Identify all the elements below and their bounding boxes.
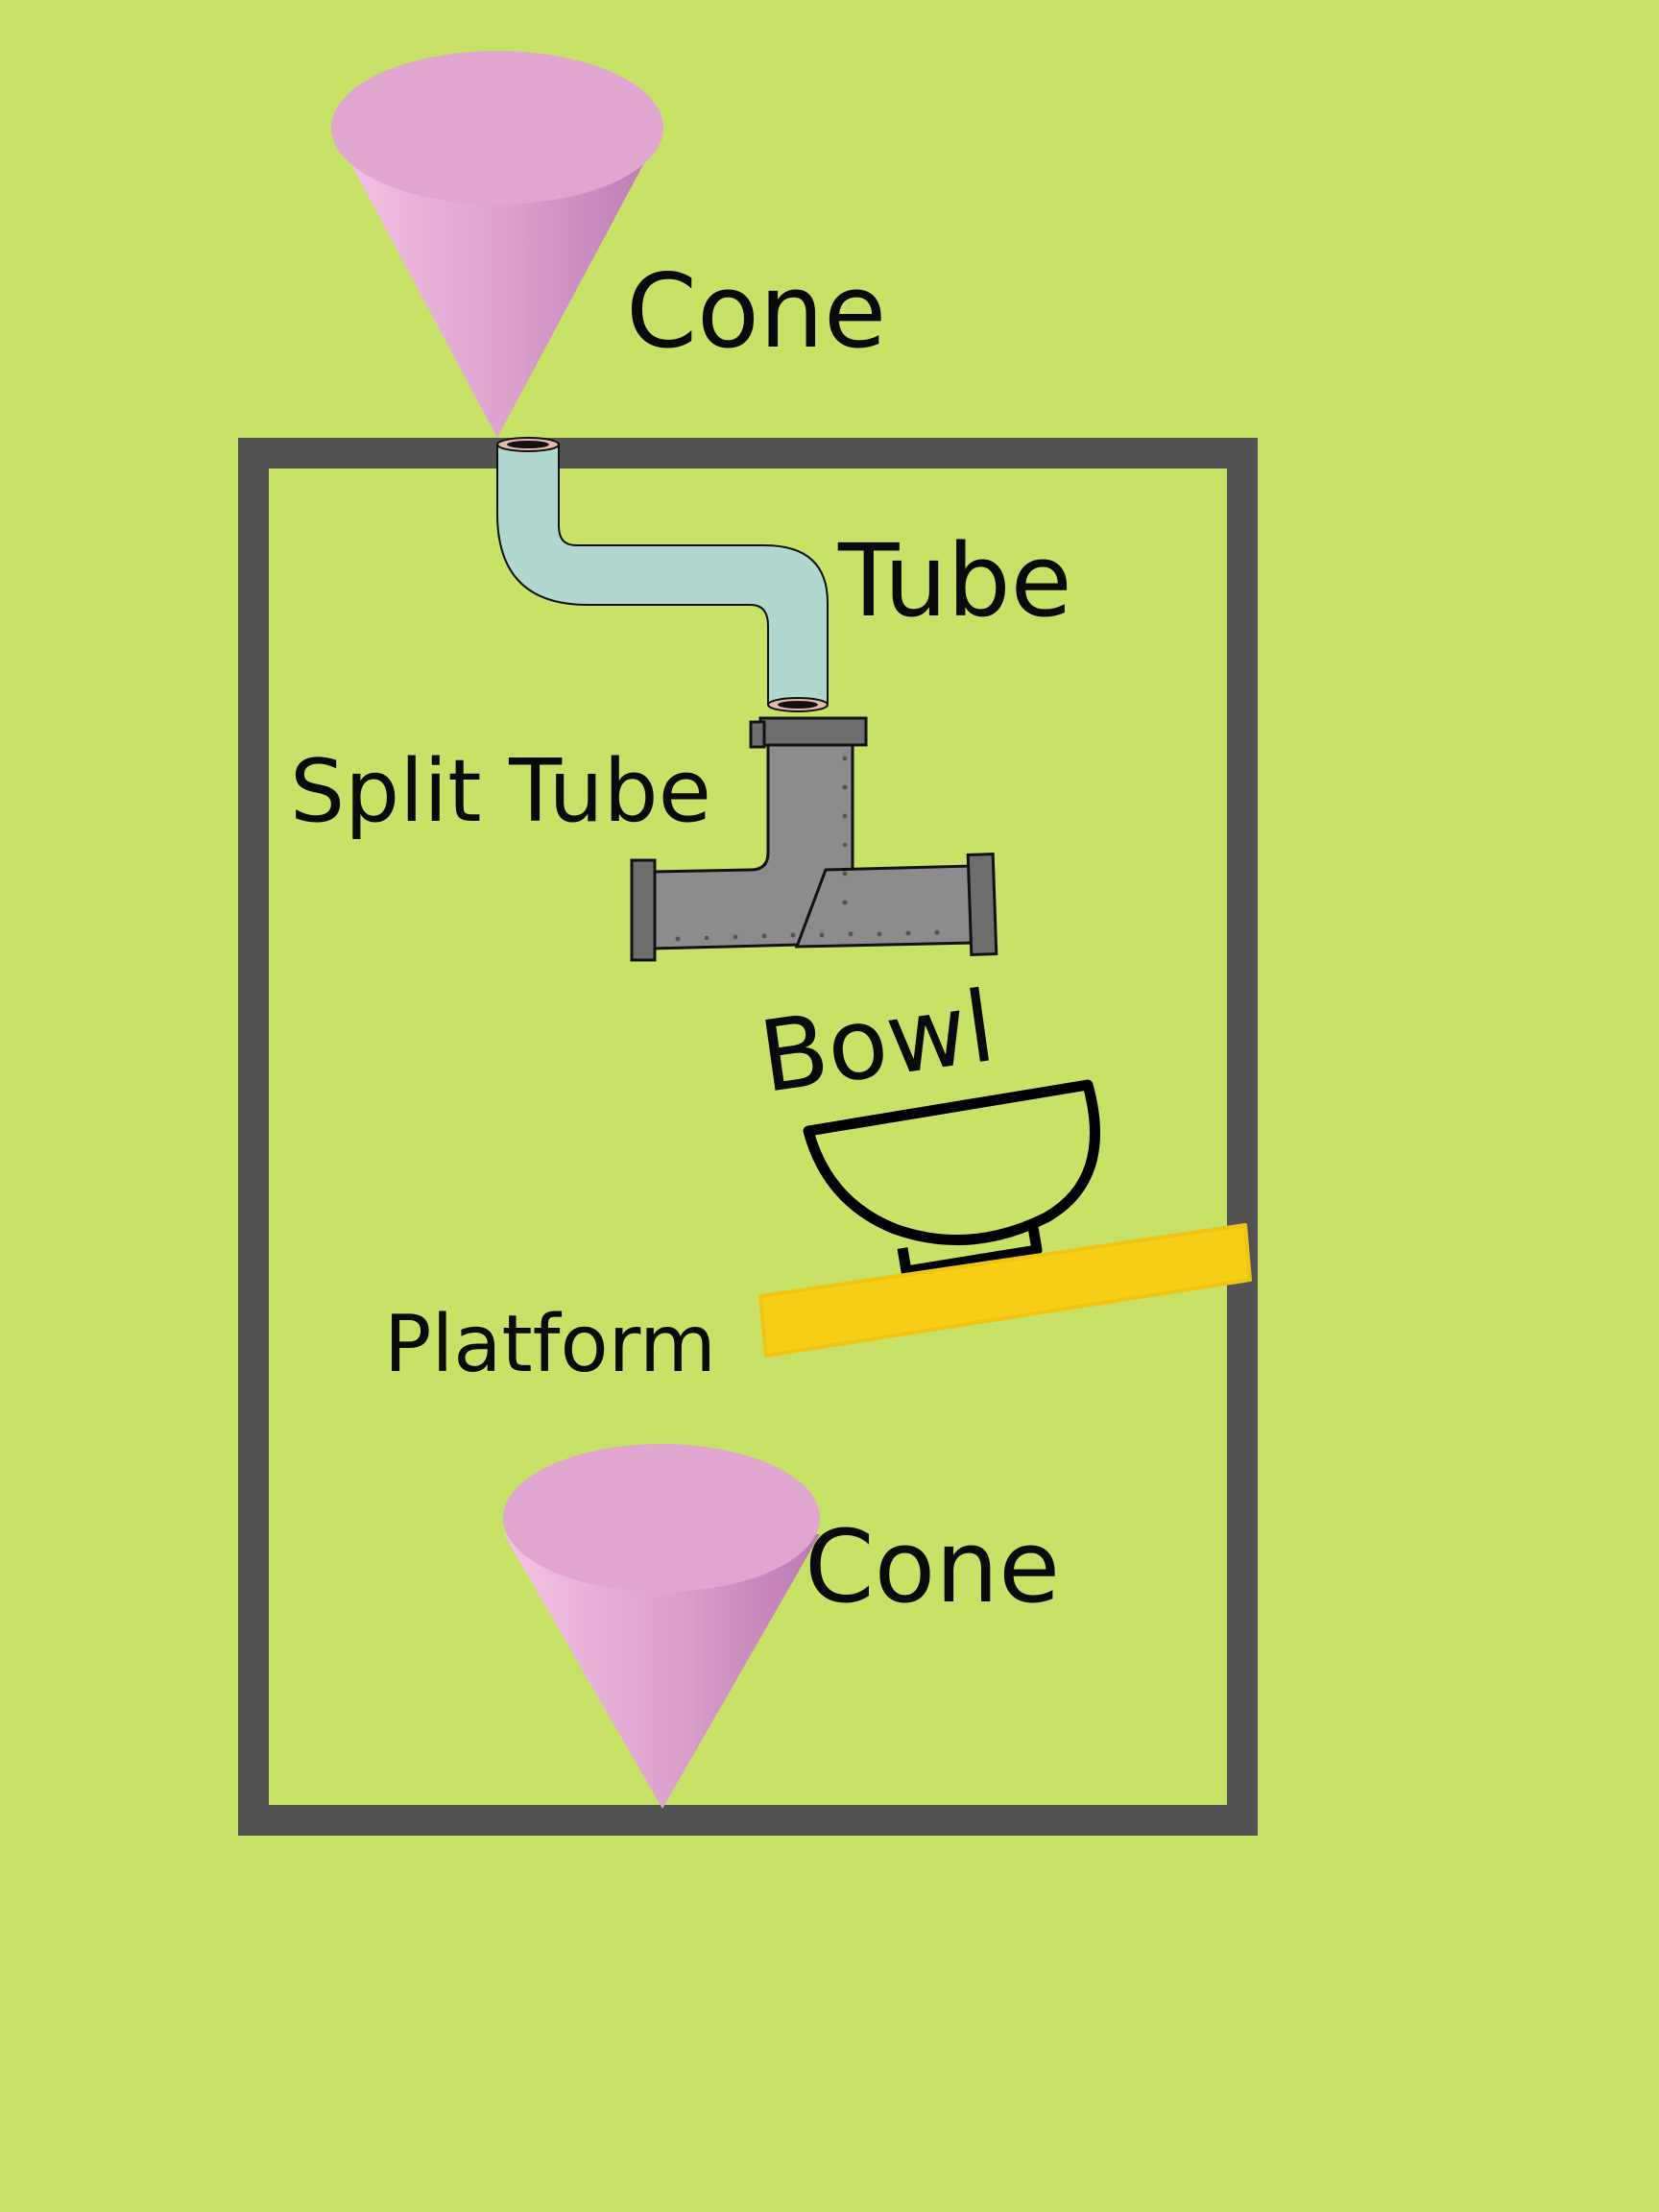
bowl bbox=[803, 1079, 1101, 1277]
frame-box bbox=[238, 438, 1258, 1836]
label-cone-bottom: Cone bbox=[805, 1508, 1061, 1625]
tube bbox=[496, 437, 829, 712]
label-cone-top: Cone bbox=[626, 252, 887, 371]
label-split-tube: Split Tube bbox=[290, 741, 712, 842]
split-tube bbox=[630, 716, 998, 962]
cone-top bbox=[331, 51, 663, 438]
cone-bottom bbox=[503, 1444, 820, 1809]
label-tube: Tube bbox=[838, 522, 1072, 639]
label-platform: Platform bbox=[384, 1299, 716, 1390]
platform bbox=[758, 1223, 1252, 1358]
